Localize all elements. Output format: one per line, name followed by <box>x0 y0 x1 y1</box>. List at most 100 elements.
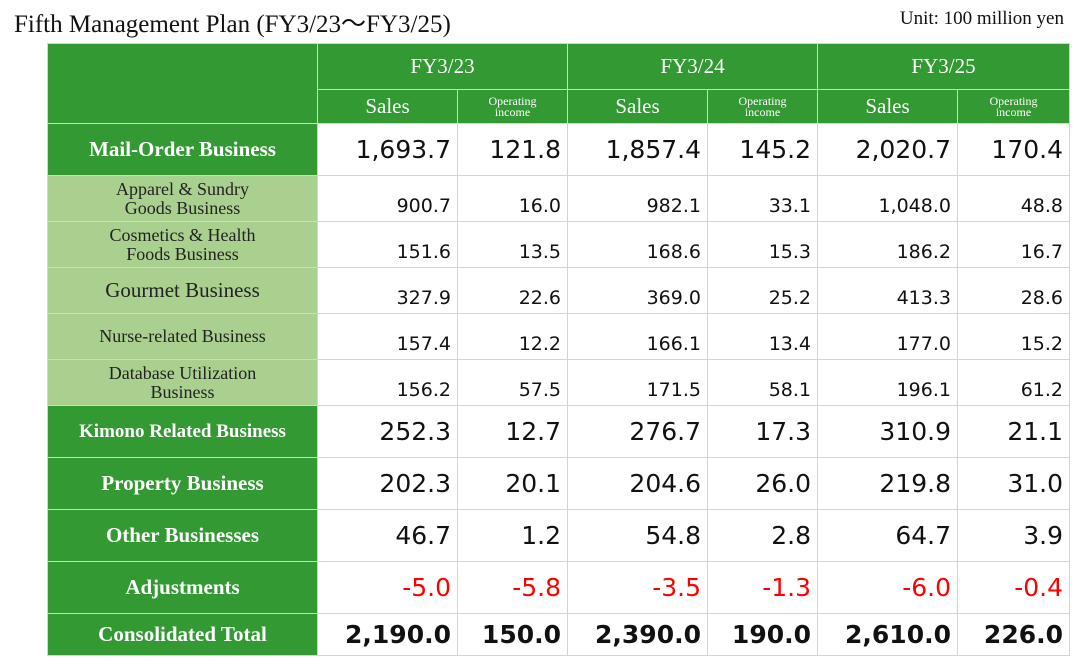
operating-income-cell: 28.6 <box>957 267 1070 314</box>
operating-income-cell: 58.1 <box>707 359 818 406</box>
column-header-row: Sales Operating income Sales Operating inc… <box>48 89 1070 124</box>
operating-income-cell: 15.3 <box>707 221 818 268</box>
sales-cell: 204.6 <box>567 457 708 510</box>
year-header-row: FY3/23 FY3/24 FY3/25 <box>47 43 1070 124</box>
sales-cell: 2,020.7 <box>817 123 958 176</box>
table-row: Kimono Related Business 252.3 12.7 276.7… <box>47 405 1070 458</box>
sales-cell: 327.9 <box>317 267 458 314</box>
sales-cell: 151.6 <box>317 221 458 268</box>
segment-label: Apparel & Sundry Goods Business <box>47 175 318 222</box>
operating-income-cell: 12.2 <box>457 313 568 360</box>
operating-income-cell: 2.8 <box>707 509 818 562</box>
operating-income-cell: 31.0 <box>957 457 1070 510</box>
segment-label: Cosmetics & Health Foods Business <box>47 221 318 268</box>
sales-cell: 2,390.0 <box>567 613 708 656</box>
operating-income-cell: 170.4 <box>957 123 1070 176</box>
operating-income-cell: 16.7 <box>957 221 1070 268</box>
table-row: Gourmet Business 327.9 22.6 369.0 25.2 4… <box>47 267 1070 314</box>
sales-header: Sales <box>817 89 958 124</box>
operating-income-cell: 48.8 <box>957 175 1070 222</box>
operating-income-cell: -1.3 <box>707 561 818 614</box>
table-row: Property Business 202.3 20.1 204.6 26.0 … <box>47 457 1070 510</box>
operating-income-cell: 15.2 <box>957 313 1070 360</box>
table-row: Apparel & Sundry Goods Business 900.7 16.… <box>47 175 1070 222</box>
table-row: Adjustments -5.0 -5.8 -3.5 -1.3 -6.0 -0.… <box>47 561 1070 614</box>
operating-income-cell: 190.0 <box>707 613 818 656</box>
segment-label: Nurse-related Business <box>47 313 318 360</box>
operating-income-cell: 17.3 <box>707 405 818 458</box>
operating-income-cell: 3.9 <box>957 509 1070 562</box>
sales-cell: 156.2 <box>317 359 458 406</box>
sales-cell: 2,610.0 <box>817 613 958 656</box>
operating-income-cell: 57.5 <box>457 359 568 406</box>
unit-label: Unit: 100 million yen <box>899 8 1064 29</box>
operating-income-cell: 20.1 <box>457 457 568 510</box>
sales-header: Sales <box>567 89 708 124</box>
sales-cell: 219.8 <box>817 457 958 510</box>
operating-income-cell: 1.2 <box>457 509 568 562</box>
sales-header: Sales <box>317 89 458 124</box>
sales-cell: 1,048.0 <box>817 175 958 222</box>
sales-cell: 177.0 <box>817 313 958 360</box>
table-row: Database Utilization Business 156.2 57.5 … <box>47 359 1070 406</box>
sales-cell: 900.7 <box>317 175 458 222</box>
sales-cell: 157.4 <box>317 313 458 360</box>
segment-label: Property Business <box>47 457 318 510</box>
operating-income-cell: 22.6 <box>457 267 568 314</box>
operating-income-cell: 25.2 <box>707 267 818 314</box>
operating-income-cell: 12.7 <box>457 405 568 458</box>
sales-cell: 1,857.4 <box>567 123 708 176</box>
sales-cell: -5.0 <box>317 561 458 614</box>
segment-label: Adjustments <box>47 561 318 614</box>
sales-cell: -3.5 <box>567 561 708 614</box>
segment-label: Other Businesses <box>47 509 318 562</box>
sales-cell: 202.3 <box>317 457 458 510</box>
operating-income-cell: -0.4 <box>957 561 1070 614</box>
corner-header-cell <box>47 43 318 124</box>
page-title: Fifth Management Plan (FY3/23〜FY3/25) <box>14 11 451 38</box>
sales-cell: 54.8 <box>567 509 708 562</box>
sales-cell: 982.1 <box>567 175 708 222</box>
operating-income-cell: 21.1 <box>957 405 1070 458</box>
operating-income-cell: 61.2 <box>957 359 1070 406</box>
operating-income-cell: 226.0 <box>957 613 1070 656</box>
segment-label: Consolidated Total <box>47 613 318 656</box>
operating-income-cell: 13.5 <box>457 221 568 268</box>
sales-cell: 46.7 <box>317 509 458 562</box>
sales-cell: 166.1 <box>567 313 708 360</box>
year-header: FY3/23 <box>317 43 568 90</box>
year-header: FY3/25 <box>817 43 1070 90</box>
segment-label: Kimono Related Business <box>47 405 318 458</box>
sales-cell: 186.2 <box>817 221 958 268</box>
operating-income-cell: 145.2 <box>707 123 818 176</box>
operating-income-cell: -5.8 <box>457 561 568 614</box>
table-row: Cosmetics & Health Foods Business 151.6 1… <box>47 221 1070 268</box>
sales-cell: 2,190.0 <box>317 613 458 656</box>
sales-cell: 168.6 <box>567 221 708 268</box>
operating-income-cell: 121.8 <box>457 123 568 176</box>
sales-cell: 64.7 <box>817 509 958 562</box>
sales-cell: -6.0 <box>817 561 958 614</box>
operating-income-cell: 150.0 <box>457 613 568 656</box>
sales-cell: 276.7 <box>567 405 708 458</box>
table-row: Mail-Order Business 1,693.7 121.8 1,857.… <box>47 123 1070 176</box>
sales-cell: 369.0 <box>567 267 708 314</box>
segment-label: Database Utilization Business <box>47 359 318 406</box>
operating-income-cell: 16.0 <box>457 175 568 222</box>
sales-cell: 252.3 <box>317 405 458 458</box>
operating-income-header: Operating income <box>457 89 568 124</box>
sales-cell: 1,693.7 <box>317 123 458 176</box>
operating-income-header: Operating income <box>707 89 818 124</box>
operating-income-cell: 13.4 <box>707 313 818 360</box>
sales-cell: 413.3 <box>817 267 958 314</box>
year-header: FY3/24 <box>567 43 818 90</box>
operating-income-cell: 26.0 <box>707 457 818 510</box>
sales-cell: 310.9 <box>817 405 958 458</box>
operating-income-cell: 33.1 <box>707 175 818 222</box>
management-plan-table: FY3/23 FY3/24 FY3/25 Sales Operating inco… <box>47 43 1070 656</box>
total-row: Consolidated Total 2,190.0 150.0 2,390.0… <box>47 613 1070 656</box>
sales-cell: 171.5 <box>567 359 708 406</box>
sales-cell: 196.1 <box>817 359 958 406</box>
operating-income-header: Operating income <box>957 89 1070 124</box>
table-row: Nurse-related Business 157.4 12.2 166.1 … <box>47 313 1070 360</box>
